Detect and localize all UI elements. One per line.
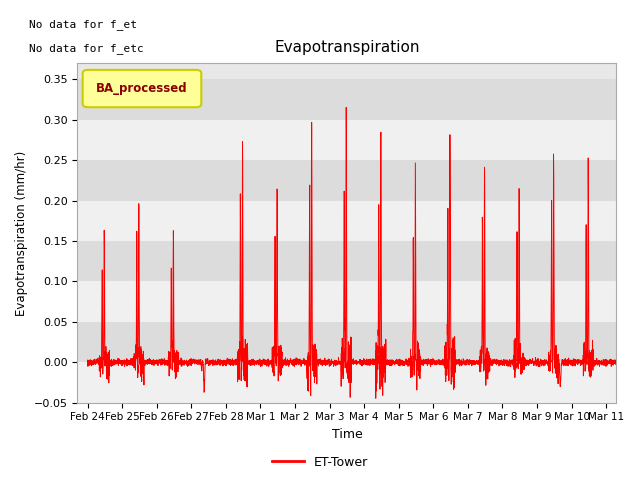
Bar — [77, 362, 616, 403]
Bar — [77, 120, 616, 160]
Title: Evapotranspiration: Evapotranspiration — [274, 40, 420, 55]
Bar — [77, 201, 616, 241]
Bar — [77, 322, 616, 362]
Bar — [77, 281, 616, 322]
Bar — [77, 79, 616, 120]
Text: No data for f_et: No data for f_et — [29, 19, 137, 30]
Y-axis label: Evapotranspiration (mm/hr): Evapotranspiration (mm/hr) — [15, 150, 28, 315]
Text: No data for f_etc: No data for f_etc — [29, 43, 143, 54]
Bar — [77, 160, 616, 201]
Legend: ET-Tower: ET-Tower — [268, 451, 372, 474]
Bar — [77, 241, 616, 281]
X-axis label: Time: Time — [332, 428, 362, 441]
Text: BA_processed: BA_processed — [96, 82, 188, 95]
FancyBboxPatch shape — [83, 70, 202, 107]
